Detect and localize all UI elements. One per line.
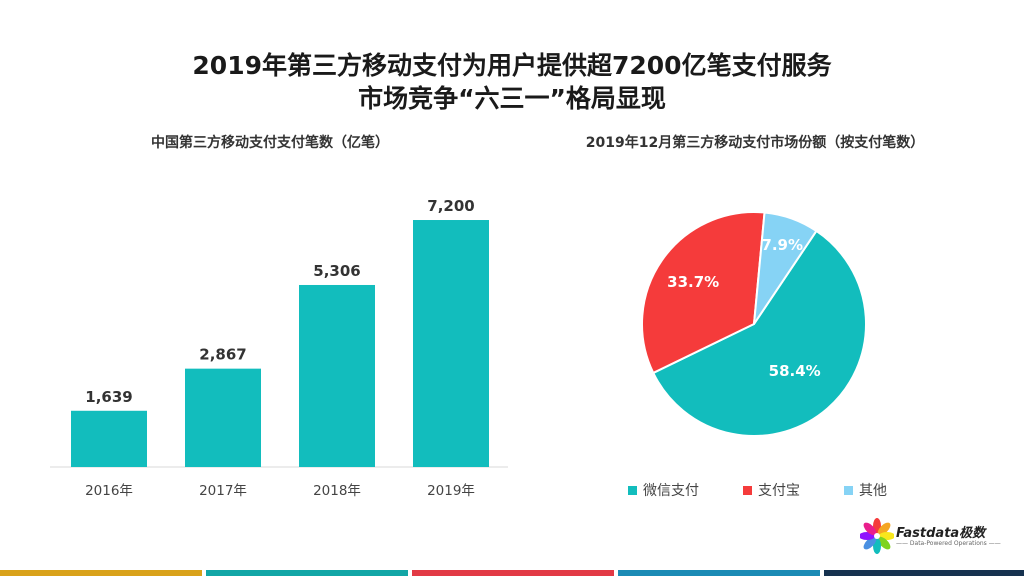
bar-chart-title: 中国第三方移动支付支付笔数（亿笔） <box>151 135 389 151</box>
flower-logo-icon <box>860 518 894 554</box>
bar-3 <box>413 220 489 467</box>
legend-swatch-other <box>844 485 853 495</box>
pie-slice-0 <box>651 229 867 437</box>
legend-label-wechat: 微信支付 <box>643 483 699 499</box>
page-title-line2: 市场竞争“六三一”格局显现 <box>358 84 666 113</box>
page-title-line1: 2019年第三方移动支付为用户提供超7200亿笔支付服务 <box>192 51 832 80</box>
bar-tick-label-1: 2017年 <box>199 483 247 499</box>
bar-value-label-0: 1,639 <box>85 388 132 406</box>
bar-tick-label-3: 2019年 <box>427 483 475 499</box>
pie-chart-title: 2019年12月第三方移动支付市场份额（按支付笔数） <box>585 135 925 151</box>
bar-value-label-3: 7,200 <box>427 197 474 215</box>
footer-bar-3 <box>412 570 614 576</box>
bar-tick-label-0: 2016年 <box>85 483 133 499</box>
legend-item-other: 其他 <box>844 480 887 500</box>
pie-slice-2 <box>753 211 818 325</box>
bar-1 <box>185 368 261 467</box>
pie-slice-1 <box>641 211 766 375</box>
legend-swatch-alipay <box>743 485 752 495</box>
pie-legend: 微信支付 支付宝 其他 <box>628 480 887 500</box>
logo-tagline: —— Data-Powered Operations —— <box>896 540 1001 547</box>
bar-value-label-1: 2,867 <box>199 346 246 364</box>
pie-slice-label-0: 58.4% <box>769 362 821 380</box>
legend-item-wechat: 微信支付 <box>628 480 699 500</box>
logo-name: Fastdata极数 <box>896 526 986 541</box>
legend-label-alipay: 支付宝 <box>758 483 800 499</box>
bar-value-label-2: 5,306 <box>313 262 360 280</box>
bar-2 <box>299 284 375 467</box>
legend-label-other: 其他 <box>859 483 887 499</box>
bar-0 <box>71 410 147 467</box>
footer-bar-5 <box>824 570 1024 576</box>
bar-tick-label-2: 2018年 <box>313 483 361 499</box>
pie-slice-label-1: 33.7% <box>667 273 719 291</box>
footer-bar-4 <box>618 570 820 576</box>
pie-slice-label-2: 7.9% <box>761 236 803 254</box>
footer-bar-2 <box>206 570 408 576</box>
legend-swatch-wechat <box>628 485 637 495</box>
fastdata-logo: Fastdata极数 —— Data-Powered Operations —— <box>860 516 1001 556</box>
legend-item-alipay: 支付宝 <box>743 480 800 500</box>
footer-bar-1 <box>0 570 202 576</box>
